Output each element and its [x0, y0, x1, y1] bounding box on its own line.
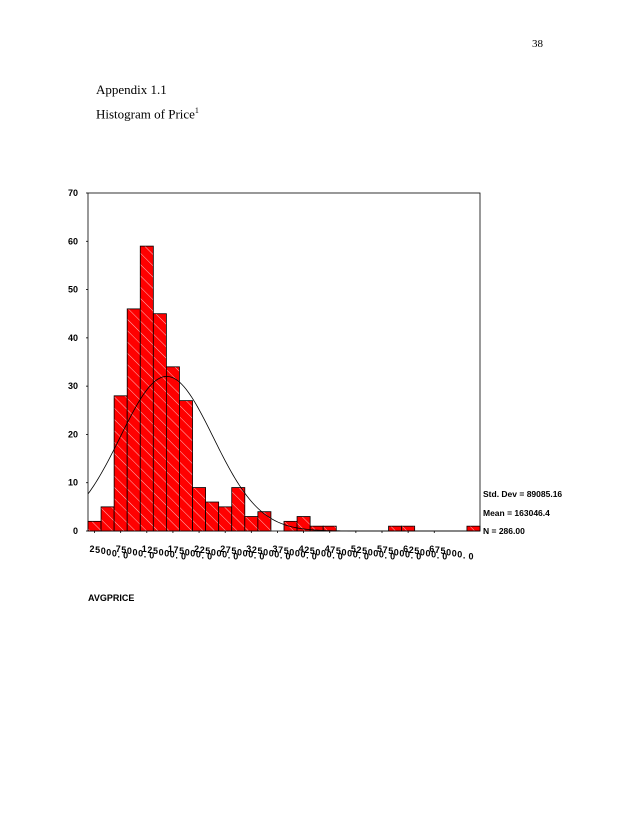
histogram-bar [179, 400, 193, 532]
stats-label: Mean = 163046.4 [483, 508, 550, 518]
stats-label: Std. Dev = 89085.16 [483, 489, 562, 499]
y-tick-label: 40 [68, 333, 78, 343]
histogram-bars [87, 245, 481, 532]
histogram-bar [139, 245, 154, 532]
x-tick-label: 75000. 0 [116, 544, 155, 561]
histogram-title-text: Histogram of Price [96, 106, 195, 122]
appendix-label: Appendix 1.1 [96, 82, 167, 97]
page-number: 38 [532, 38, 543, 50]
x-tick-label: 375000. 0 [273, 544, 317, 562]
x-tick-label: 325000. 0 [246, 544, 290, 562]
stats-legend: Std. Dev = 89085.16 Mean = 163046.4 N = 28… [483, 489, 562, 536]
histogram-bar [205, 501, 220, 532]
y-tick-label: 0 [73, 526, 78, 536]
y-tick-label: 50 [68, 285, 78, 295]
normal-curve [87, 375, 480, 532]
y-tick-label: 60 [68, 236, 78, 246]
histogram-bar [257, 511, 272, 532]
histogram-bar [388, 525, 402, 532]
y-tick-label: 10 [68, 478, 78, 488]
x-tick-label: 525000. 0 [351, 544, 395, 562]
histogram-bar [100, 506, 115, 532]
histogram-bar [192, 487, 207, 532]
x-tick-label: 125000. 0 [142, 544, 186, 562]
x-tick-label: 475000. 0 [325, 544, 369, 562]
x-tick-label: 275000. 0 [220, 544, 264, 562]
x-axis-label: AVGPRICE [88, 593, 134, 603]
x-tick-label: 425000. 0 [299, 544, 343, 562]
histogram-bar [113, 395, 128, 532]
histogram-bar [165, 366, 180, 532]
histogram-bar [152, 313, 167, 532]
histogram-bar [218, 506, 233, 532]
histogram-bar [466, 525, 481, 532]
histogram-title: Histogram of Price1 [96, 106, 199, 122]
x-tick-label: 575000. 0 [377, 544, 421, 562]
histogram-bar [244, 516, 259, 532]
histogram-bar [401, 525, 416, 532]
y-tick-label: 30 [68, 381, 78, 391]
histogram-bar [231, 487, 246, 532]
x-tick-label: 175000. 0 [168, 544, 212, 562]
y-tick-label: 20 [68, 429, 78, 439]
y-axis: 0 10 20 30 40 50 60 70 [68, 188, 88, 536]
stats-label: N = 286.00 [483, 526, 525, 536]
x-tick-label: 625000. 0 [403, 544, 447, 562]
x-tick-label: 25000. 0 [90, 544, 129, 561]
x-tick-label: 225000. 0 [194, 544, 238, 562]
y-tick-label: 70 [68, 188, 78, 198]
histogram-bar [87, 520, 102, 532]
x-tick-label: 675000. 0 [429, 544, 473, 562]
title-footnote: 1 [194, 106, 199, 115]
